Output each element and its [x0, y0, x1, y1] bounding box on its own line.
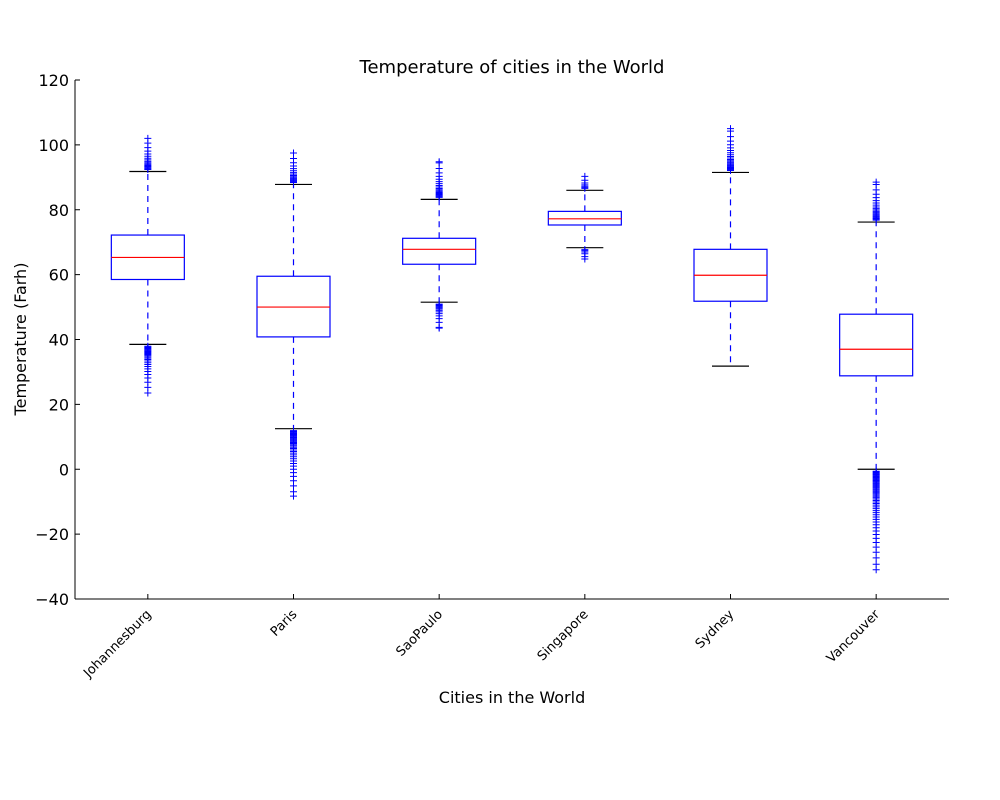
box-singapore: [547, 172, 622, 263]
upper-outliers: [727, 125, 734, 175]
lower-outliers: [581, 246, 589, 263]
upper-outliers: [872, 178, 880, 224]
x-tick-label: Sydney: [693, 607, 738, 652]
iqr-box: [547, 210, 622, 226]
x-axis-label: Cities in the World: [439, 688, 585, 707]
outlier-marker: [581, 172, 589, 180]
box-sydney: [693, 125, 768, 367]
y-tick-label: 60: [49, 266, 69, 285]
outlier-marker: [290, 149, 297, 157]
lower-outliers: [435, 300, 443, 332]
y-tick-label: 40: [49, 331, 69, 350]
iqr-box: [839, 313, 914, 377]
box-johannesburg: [110, 134, 185, 397]
lower-outliers: [872, 467, 880, 574]
outlier-marker: [435, 158, 443, 166]
box-paris: [256, 149, 331, 500]
y-tick-label: 120: [38, 71, 69, 90]
y-axis-label: Temperature (Farh): [11, 263, 30, 417]
outlier-marker: [144, 389, 152, 397]
outlier-marker: [872, 566, 880, 574]
x-tick-label: Singapore: [535, 607, 592, 664]
outlier-marker: [872, 178, 880, 186]
box-saopaulo: [402, 158, 477, 332]
upper-outliers: [290, 149, 297, 187]
upper-outliers: [144, 134, 152, 174]
x-tick-label: Vancouver: [824, 607, 883, 666]
outlier-marker: [290, 482, 297, 490]
outlier-marker: [435, 324, 443, 332]
y-tick-label: −40: [35, 590, 69, 609]
x-tick-label: SaoPaulo: [394, 607, 446, 659]
axes: [74, 80, 949, 600]
outlier-marker: [144, 134, 152, 142]
y-tick-label: 20: [49, 395, 69, 414]
x-tick-label: Johannesburg: [80, 607, 154, 681]
x-ticks: Johannesburg Paris SaoPaulo Singapore Sydney…: [80, 594, 883, 682]
outlier-marker: [727, 125, 734, 133]
plot-area: [110, 125, 914, 574]
box-vancouver: [839, 178, 914, 574]
y-tick-label: 80: [49, 201, 69, 220]
outlier-marker: [872, 554, 880, 562]
lower-outliers: [290, 427, 297, 500]
lower-outliers: [144, 342, 152, 397]
y-tick-label: 0: [59, 460, 69, 479]
upper-outliers: [581, 172, 589, 192]
chart-title: Temperature of cities in the World: [359, 57, 665, 78]
y-tick-label: 100: [38, 136, 69, 155]
iqr-box: [402, 237, 477, 265]
upper-outliers: [435, 158, 443, 201]
x-tick-label: Paris: [268, 607, 301, 640]
outlier-marker: [581, 255, 589, 263]
y-tick-label: −20: [35, 525, 69, 544]
y-ticks: −40 −20 0 20 40 60 80 100 120: [35, 71, 80, 609]
outlier-marker: [290, 492, 297, 500]
